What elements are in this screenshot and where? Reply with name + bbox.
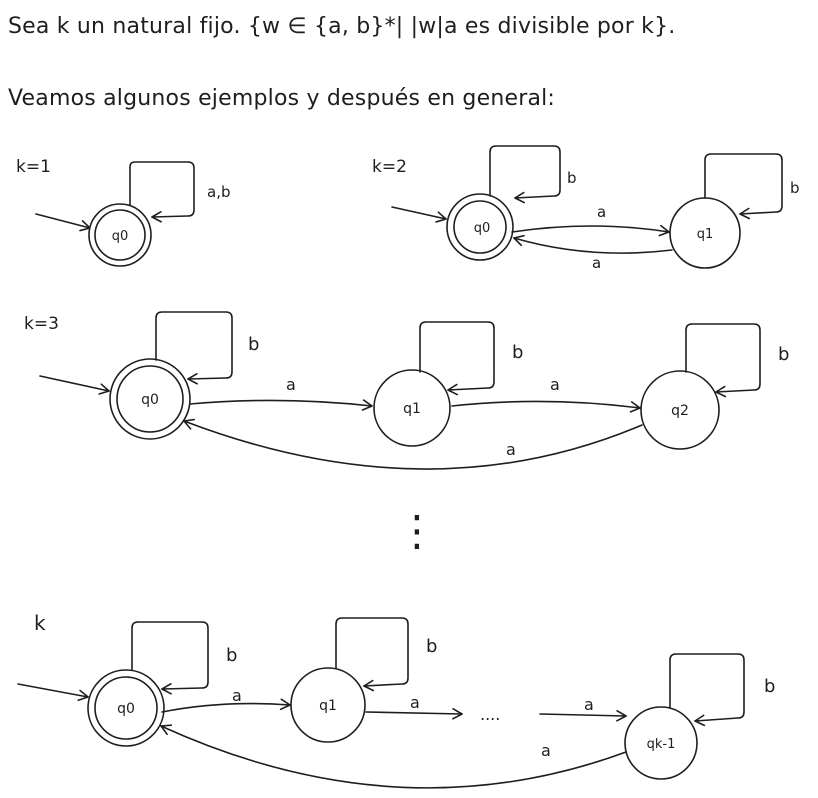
- problem-statement: Sea k un natural fijo. {w ∈ {a, b}*| |w|…: [8, 14, 676, 39]
- edge-q0-q1: [161, 698, 291, 713]
- edge-qk-1-q0: [160, 724, 627, 789]
- edge-q2-q0: [183, 418, 643, 470]
- edge-q1-ellipsis: [365, 708, 463, 720]
- state-qk-1-label: qk-1: [647, 737, 676, 752]
- edge-ellipsis-qk-1: [539, 709, 627, 722]
- vertical-ellipsis: ⋮: [396, 506, 438, 555]
- edge-q1-q2: [451, 400, 641, 413]
- diagram-k2: k=2 q0 b q1 b a a: [372, 145, 800, 272]
- state-q2-label: q2: [671, 403, 689, 419]
- loop-q1-label: b: [426, 636, 437, 657]
- start-arrow: [17, 683, 89, 702]
- edge-ellipsis-qk-1-label: a: [584, 695, 594, 714]
- edge-qk-1-q0-label: a: [541, 741, 551, 760]
- states-ellipsis: ....: [480, 705, 500, 724]
- edge-q2-q0-label: a: [506, 440, 516, 459]
- state-q1-label: q1: [319, 698, 337, 714]
- loop-q0-label: b: [226, 645, 237, 666]
- edge-q1-ellipsis-label: a: [410, 693, 420, 712]
- loop-q1-label: b: [790, 179, 800, 197]
- state-q1: q1: [669, 197, 741, 269]
- state-q0-accepting: q0: [109, 358, 191, 440]
- state-q0-accepting: q0: [88, 203, 152, 267]
- state-q0-label: q0: [474, 221, 491, 236]
- state-q1: q1: [290, 667, 366, 743]
- diagram-k-label: k: [34, 611, 46, 635]
- diagram-k1: k=1 q0 a,b: [16, 157, 230, 267]
- intro-text: Veamos algunos ejemplos y después en gen…: [8, 86, 556, 111]
- diagram-k2-label: k=2: [372, 157, 407, 177]
- state-q0-accepting: q0: [87, 669, 165, 747]
- loop-q1-label: b: [512, 342, 523, 363]
- loop-qk-1-label: b: [764, 676, 775, 697]
- loop-q0: [129, 161, 195, 223]
- edge-q0-q1-label: a: [597, 203, 606, 221]
- edge-q1-q2-label: a: [550, 375, 560, 394]
- state-q0-accepting: q0: [446, 193, 514, 261]
- state-q0-label: q0: [117, 701, 135, 717]
- start-arrow: [39, 375, 110, 395]
- state-qk-1: qk-1: [624, 706, 698, 780]
- loop-q1: [419, 321, 495, 396]
- loop-q0-label: b: [248, 334, 259, 355]
- loop-q0: [155, 311, 233, 385]
- loop-q0-label: a,b: [207, 183, 230, 201]
- loop-q0-label: b: [567, 169, 577, 187]
- diagram-k3-label: k=3: [24, 314, 59, 334]
- edge-q0-q1-label: a: [286, 375, 296, 394]
- state-q0-label: q0: [141, 392, 159, 408]
- loop-qk-1: [669, 653, 745, 727]
- loop-q2-label: b: [778, 344, 789, 365]
- diagram-k1-label: k=1: [16, 157, 51, 177]
- state-q2: q2: [640, 370, 720, 450]
- state-q1-label: q1: [697, 227, 714, 242]
- loop-q1: [335, 617, 409, 692]
- diagram-k: k q0 b q1 b qk-1 b a a: [17, 611, 775, 789]
- edge-q1-q0: [513, 234, 673, 254]
- loop-q0: [489, 145, 561, 204]
- edge-q1-q0-label: a: [592, 254, 601, 272]
- edge-q0-q1: [189, 399, 373, 411]
- start-arrow: [35, 213, 91, 232]
- loop-q0: [131, 621, 209, 695]
- loop-q1: [704, 153, 783, 220]
- state-q0-label: q0: [112, 229, 129, 244]
- edge-q0-q1: [511, 224, 670, 237]
- loop-q2: [685, 323, 761, 398]
- edge-q0-q1-label: a: [232, 686, 242, 705]
- state-q1: q1: [373, 369, 451, 447]
- diagram-k3: k=3 q0 b q1 b q2 b a a: [24, 311, 789, 470]
- state-q1-label: q1: [403, 401, 421, 417]
- start-arrow: [391, 206, 447, 223]
